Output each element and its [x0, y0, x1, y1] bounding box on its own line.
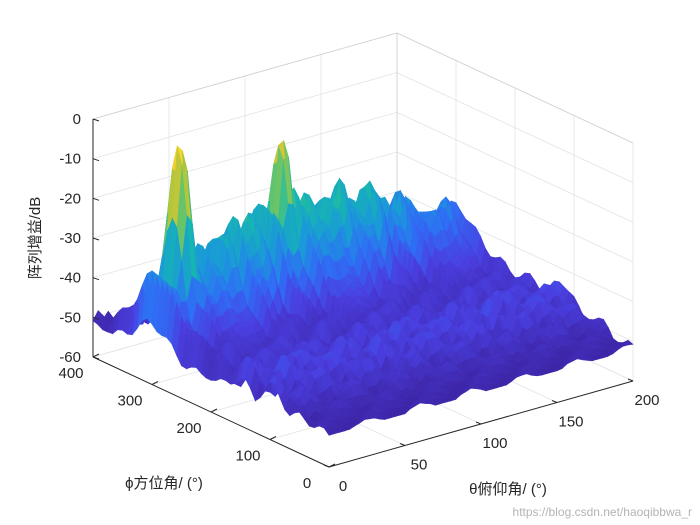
grid-line-z-right	[396, 151, 634, 263]
z-tick-label: -10	[59, 151, 81, 168]
phi-tick-label: 100	[235, 448, 260, 465]
watermark: https://blog.csdn.net/haoqibbwa_r	[513, 505, 692, 519]
tick-labels: 0 50 100 150 200 0 100 200 300 400 0 -10 -20 -30 -40 -5…	[58, 111, 659, 495]
phi-tick-label: 300	[117, 393, 142, 410]
box-edge	[396, 32, 634, 144]
z-tick-label: -30	[59, 230, 81, 247]
z-axis-label: 阵列增益/dB	[27, 197, 44, 280]
phi-tick-mark	[210, 408, 218, 413]
theta-tick-mark	[323, 464, 330, 468]
theta-tick-mark	[399, 443, 406, 446]
grid-line-z-right	[396, 72, 634, 184]
phi-tick-label: 400	[58, 365, 83, 382]
theta-tick-label: 150	[558, 414, 583, 431]
z-tick-mark	[92, 197, 100, 201]
y-axis-label: ϕ方位角/ (°)	[125, 475, 203, 492]
phi-tick-mark	[92, 353, 100, 358]
z-tick-mark	[92, 237, 100, 241]
phi-tick-label: 200	[176, 420, 201, 437]
theta-tick-mark	[475, 421, 482, 425]
grid-line-z-back	[92, 111, 398, 199]
theta-tick-label: 50	[411, 457, 428, 474]
z-tick-mark	[92, 158, 100, 162]
phi-tick-label: 0	[303, 475, 311, 492]
theta-tick-label: 0	[339, 478, 347, 495]
z-tick-label: 0	[73, 111, 81, 128]
z-tick-mark	[92, 356, 100, 360]
phi-tick-mark	[151, 381, 159, 385]
z-tick-mark	[92, 316, 100, 320]
z-tick-mark	[92, 118, 100, 122]
surface-mesh	[92, 139, 634, 436]
grid-line-z-back	[92, 151, 398, 239]
theta-tick-mark	[551, 400, 558, 403]
phi-tick-mark	[328, 463, 336, 468]
theta-tick-label: 100	[482, 435, 507, 452]
x-axis-label: θ俯仰角/ (°)	[469, 481, 547, 498]
theta-tick-mark	[627, 378, 634, 382]
z-tick-label: -50	[59, 309, 81, 326]
surface-patch	[622, 339, 634, 346]
z-tick-label: -40	[59, 270, 81, 287]
grid-line-z-back	[92, 72, 398, 160]
grid-line-z-right	[396, 191, 634, 303]
phi-tick-mark	[269, 436, 277, 440]
theta-tick-label: 200	[634, 392, 659, 409]
z-tick-label: -60	[59, 349, 81, 366]
z-tick-label: -20	[59, 190, 81, 207]
z-tick-mark	[92, 277, 100, 281]
box-edge	[92, 32, 398, 120]
grid-line-z-right	[396, 111, 634, 223]
axes-frame	[92, 118, 634, 468]
